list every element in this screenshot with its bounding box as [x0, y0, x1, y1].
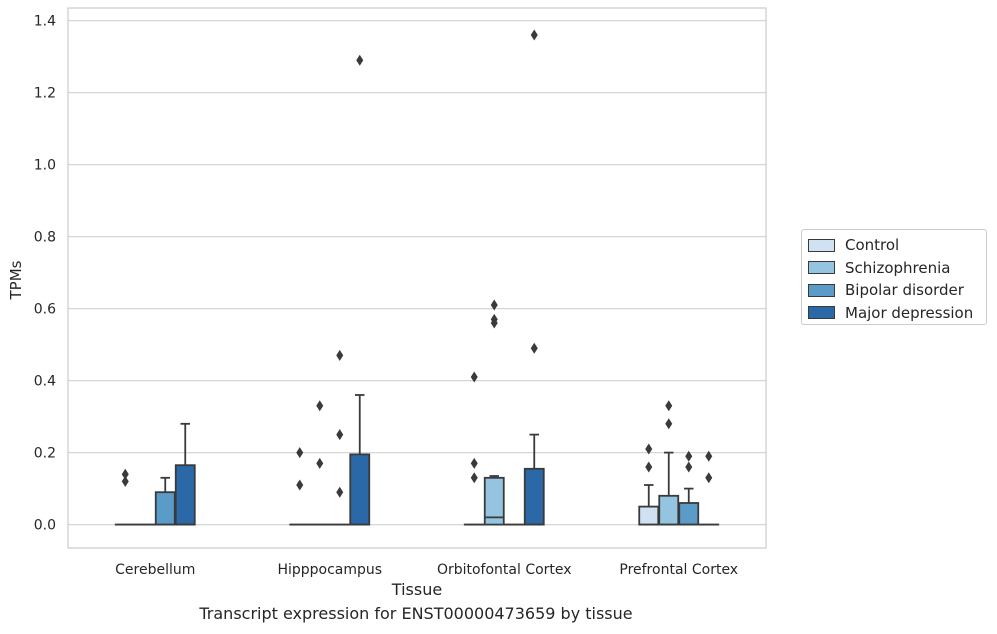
box [154, 491, 176, 526]
outlier-point [296, 447, 304, 459]
y-tick-label: 0.0 [34, 518, 56, 534]
box-control [463, 371, 485, 526]
legend-label: Control [845, 236, 900, 254]
outlier-point [296, 479, 304, 491]
outlier-point [490, 299, 498, 311]
outlier-point [530, 342, 538, 354]
outlier-point [705, 472, 713, 484]
legend-swatch [808, 283, 835, 297]
figure-caption: Transcript expression for ENST0000047365… [199, 604, 633, 623]
box-major-depression [174, 422, 196, 526]
box [483, 476, 505, 526]
outlier-point [490, 317, 498, 329]
box [658, 494, 680, 526]
legend: Control Schizophrenia Bipolar disorder Majo… [801, 229, 987, 325]
outlier-point [121, 468, 129, 480]
box-schizophrenia [658, 400, 680, 526]
legend-swatch [808, 238, 835, 252]
outlier-point [316, 457, 324, 469]
y-tick-label: 0.6 [34, 302, 56, 318]
y-tick-label: 0.4 [34, 374, 56, 390]
x-tick-label: Hipppocampus [277, 562, 382, 578]
y-axis-label: TPMs [7, 260, 25, 300]
outlier-point [685, 450, 693, 462]
legend-label: Bipolar disorder [845, 281, 964, 299]
x-axis-label: Tissue [391, 580, 442, 599]
outlier-point [336, 429, 344, 441]
x-tick-label: Orbitofontal Cortex [437, 562, 572, 578]
box-schizophrenia [483, 299, 505, 526]
outlier-point [665, 400, 673, 412]
outlier-point [121, 475, 129, 487]
outlier-point [530, 29, 538, 41]
outlier-point [356, 54, 364, 66]
x-tick-label: Prefrontal Cortex [619, 562, 738, 578]
box [174, 464, 196, 526]
box-major-depression [698, 450, 720, 526]
outlier-point [645, 443, 653, 455]
y-tick-label: 0.8 [34, 230, 56, 246]
outlier-point [705, 450, 713, 462]
box-bipolar-disorder [154, 476, 176, 526]
legend-label: Major depression [845, 303, 974, 322]
outlier-point [645, 461, 653, 473]
box [678, 502, 700, 526]
outlier-point [685, 461, 693, 473]
y-axis-ticks: 0.0 0.2 0.4 0.6 0.8 1.0 1.2 1.4 [34, 14, 56, 534]
y-tick-label: 1.4 [34, 14, 56, 30]
outlier-point [336, 486, 344, 498]
grid-lines [68, 20, 766, 526]
legend-label: Schizophrenia [845, 258, 951, 277]
box-major-depression [523, 29, 545, 526]
box-control [289, 447, 311, 526]
box-bipolar-disorder [678, 450, 700, 526]
legend-item: Schizophrenia [808, 258, 950, 278]
y-tick-label: 1.2 [34, 86, 56, 102]
outlier-point [470, 371, 478, 383]
outlier-point [470, 472, 478, 484]
box-schizophrenia [309, 400, 331, 526]
box [638, 505, 660, 526]
outlier-point [665, 418, 673, 430]
box-control [638, 443, 660, 526]
box [349, 453, 371, 526]
plot-frame [67, 7, 767, 549]
outlier-point [470, 457, 478, 469]
legend-item: Control [808, 235, 899, 255]
legend-item: Major depression [808, 303, 973, 323]
box-control [114, 468, 136, 526]
legend-swatch [808, 306, 835, 319]
outlier-point [336, 349, 344, 361]
x-tick-label: Cerebellum [115, 562, 195, 578]
legend-item: Bipolar disorder [808, 280, 964, 300]
legend-swatch [808, 261, 835, 274]
y-tick-label: 1.0 [34, 158, 56, 174]
box [523, 467, 545, 526]
box-major-depression [349, 54, 371, 526]
box-bipolar-disorder [329, 349, 351, 526]
outlier-point [316, 400, 324, 412]
x-axis-ticks: Cerebellum Hipppocampus Orbitofontal Corte… [115, 562, 738, 578]
plot-boxes [114, 29, 720, 526]
y-tick-label: 0.2 [34, 446, 56, 462]
